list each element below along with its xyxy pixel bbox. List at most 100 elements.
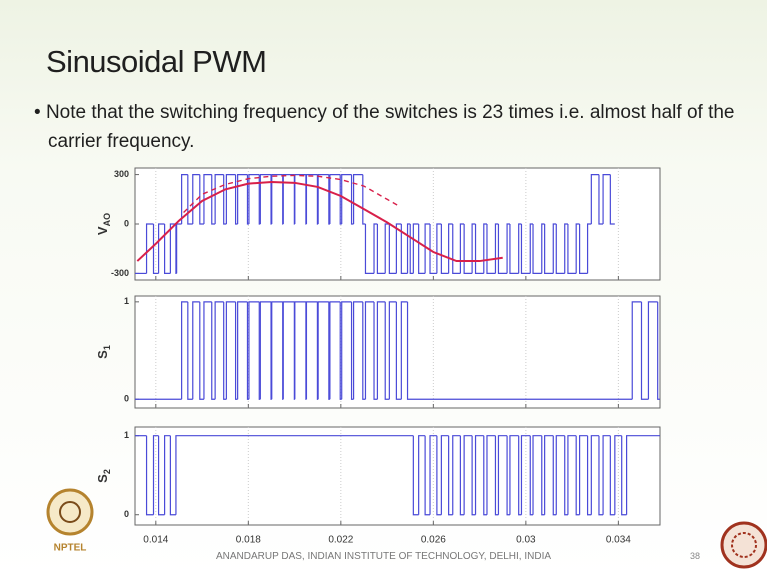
step-segment <box>169 435 176 516</box>
iit-logo <box>720 521 767 569</box>
step-segment <box>483 435 487 516</box>
step-segment <box>463 435 473 515</box>
step-segment <box>384 301 390 400</box>
step-segment <box>211 301 216 400</box>
step-segment <box>424 223 431 274</box>
step-segment <box>225 301 236 400</box>
step-segment <box>329 173 341 224</box>
logo-text: NPTEL <box>54 543 87 554</box>
step-segment <box>234 301 238 400</box>
step-segment <box>214 173 224 224</box>
bullet: • Note that the switching frequency of t… <box>34 102 735 152</box>
step-segment <box>192 301 200 400</box>
y-tick-label: 300 <box>114 169 129 179</box>
step-segment <box>429 224 437 275</box>
step-segment <box>409 224 414 275</box>
step-segment <box>463 224 473 275</box>
step-segment <box>518 435 522 516</box>
step-segment <box>282 173 295 224</box>
step-segment <box>157 435 165 516</box>
y-axis-label: S2 <box>95 469 112 483</box>
step-segment <box>640 301 649 400</box>
step-segment <box>282 301 295 400</box>
step-segment <box>509 224 519 275</box>
step-segment <box>329 301 341 400</box>
x-tick-label: 0.026 <box>421 535 446 546</box>
step-segment <box>564 223 568 274</box>
step-segment <box>187 301 193 400</box>
step-segment <box>373 301 378 400</box>
step-segment <box>352 301 363 400</box>
step-segment <box>412 435 419 516</box>
step-segment <box>350 174 354 225</box>
step-segment <box>552 435 557 516</box>
step-segment <box>532 435 542 515</box>
y-tick-label: 0 <box>124 218 129 228</box>
step-segment <box>223 301 227 400</box>
y-label-sub: 2 <box>102 469 112 474</box>
x-tick-label: 0.03 <box>516 535 536 546</box>
step-segment <box>400 301 408 400</box>
step-segment <box>452 435 461 515</box>
step-segment <box>211 174 216 225</box>
step-segment <box>341 173 352 224</box>
step-segment <box>575 223 580 274</box>
y-tick-label: 1 <box>124 430 129 440</box>
step-segment <box>541 223 545 274</box>
step-segment <box>544 224 554 275</box>
step-segment <box>145 223 154 274</box>
step-segment <box>429 435 437 515</box>
step-segment <box>181 301 188 400</box>
y-label-main: S <box>95 350 110 359</box>
step-segment <box>626 435 660 515</box>
step-segment <box>567 224 577 275</box>
step-segment <box>395 301 402 400</box>
step-segment <box>567 435 577 515</box>
x-tick-label: 0.014 <box>143 535 168 546</box>
step-segment <box>614 435 622 515</box>
step-segment <box>579 224 588 275</box>
y-tick-label: 1 <box>124 296 129 306</box>
y-tick-label: -300 <box>111 268 129 278</box>
step-segment <box>388 301 397 400</box>
step-segment <box>225 173 236 224</box>
step-segment <box>424 435 431 516</box>
step-segment <box>164 224 171 275</box>
step-segment <box>418 224 426 275</box>
y-label-main: V <box>95 226 110 235</box>
step-segment <box>388 224 397 275</box>
step-segment <box>555 224 565 275</box>
step-segment <box>440 435 449 515</box>
step-segment <box>494 223 499 274</box>
step-segment <box>602 173 611 224</box>
step-segment <box>564 435 568 516</box>
step-segment <box>590 435 599 515</box>
step-segment <box>175 435 414 515</box>
step-segment <box>152 435 159 515</box>
step-segment <box>376 301 386 400</box>
step-segment <box>214 301 224 400</box>
reference-line <box>136 180 503 263</box>
step-segment <box>529 223 534 274</box>
x-tick-label: 0.034 <box>606 535 631 546</box>
step-segment <box>152 224 159 275</box>
step-segment <box>203 301 212 400</box>
step-segment <box>395 223 402 274</box>
step-segment <box>483 223 487 274</box>
step-segment <box>452 224 461 275</box>
x-tick-label: 0.018 <box>236 535 261 546</box>
step-segment <box>494 435 499 516</box>
step-segment <box>497 224 508 275</box>
step-segment <box>520 224 531 275</box>
step-segment <box>352 173 363 224</box>
footer: ANANDARUP DAS, INDIAN INSTITUTE OF TECHN… <box>215 551 552 562</box>
step-segment <box>362 301 366 400</box>
step-segment <box>647 301 658 400</box>
step-segment <box>192 173 200 224</box>
step-segment <box>418 435 426 515</box>
step-segment <box>459 435 465 516</box>
step-segment <box>199 174 204 225</box>
step-segment <box>506 223 510 274</box>
step-segment <box>598 174 604 225</box>
